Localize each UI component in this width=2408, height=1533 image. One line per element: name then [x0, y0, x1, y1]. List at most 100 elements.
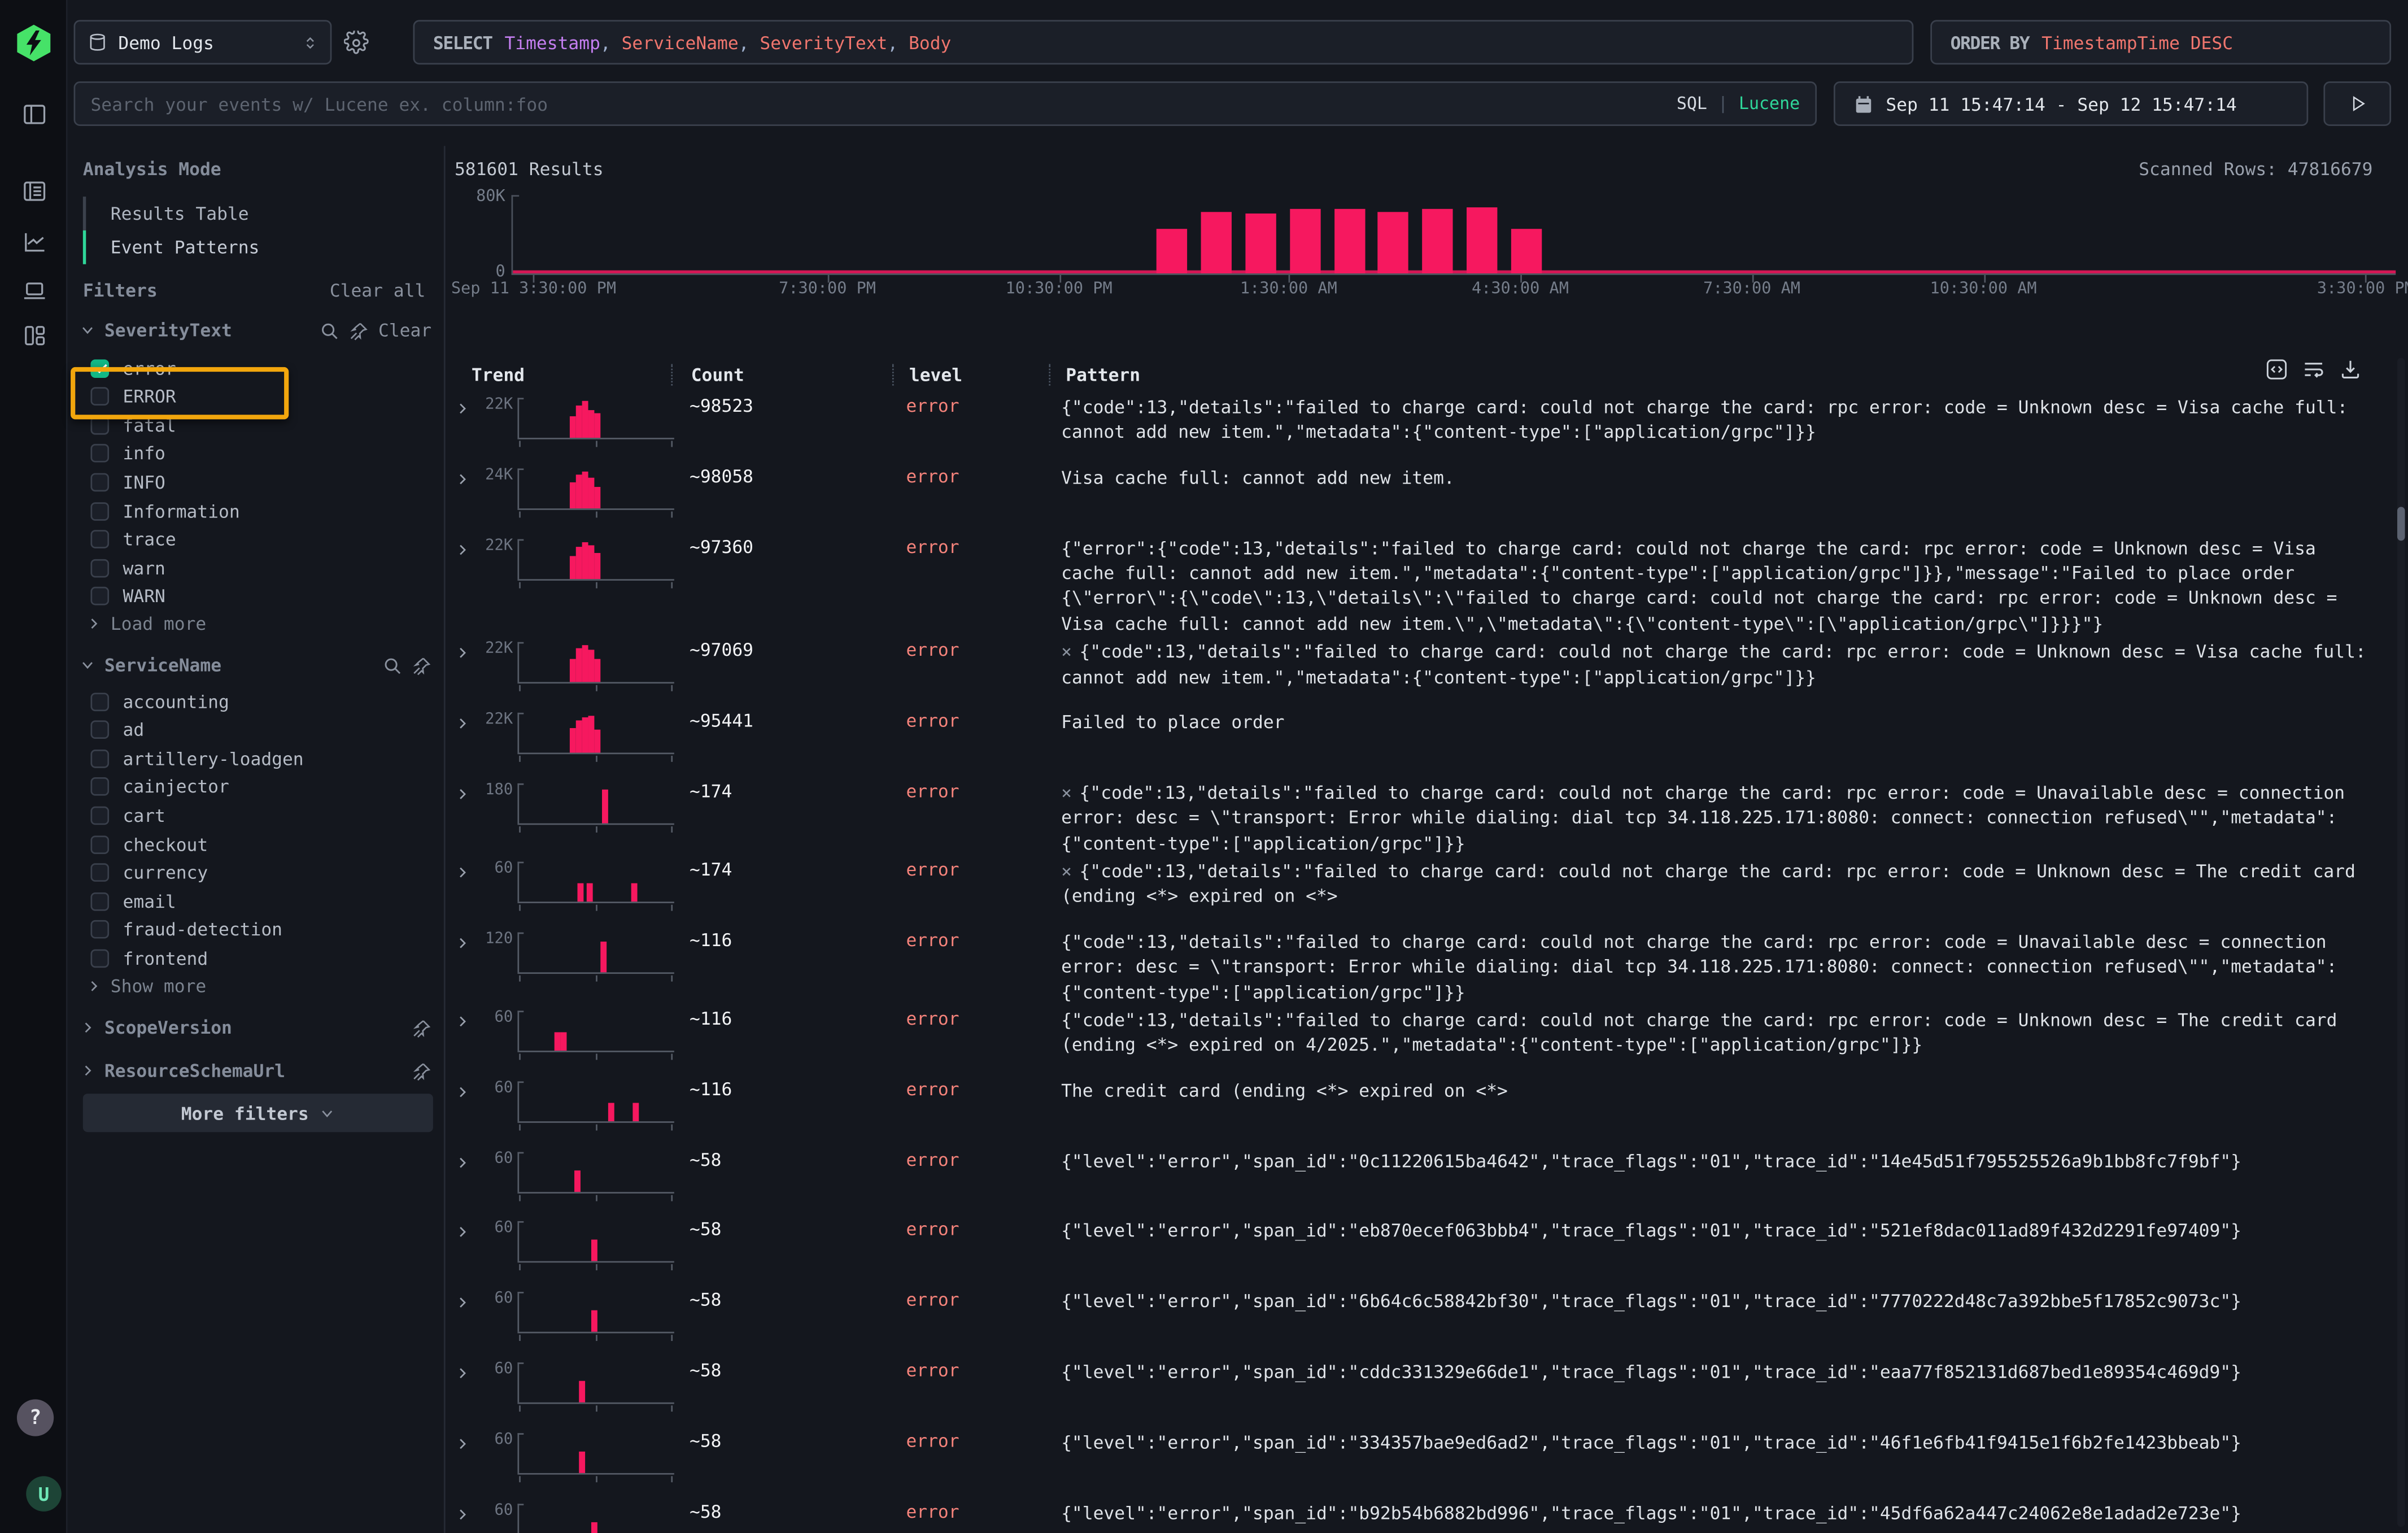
expand-chevron-icon[interactable] — [455, 533, 473, 558]
pattern-row[interactable]: 60 ~58 error {"level":"error","span_id":"b9… — [455, 1497, 2373, 1533]
column-resize-handle[interactable] — [671, 364, 673, 386]
checkbox-unchecked[interactable] — [90, 834, 110, 853]
service-option-fraud-detection[interactable]: fraud-detection — [90, 917, 282, 943]
pin-icon[interactable] — [349, 320, 369, 340]
severity-option-trace[interactable]: trace — [90, 526, 176, 552]
checkbox-unchecked[interactable] — [90, 777, 110, 796]
search-icon[interactable] — [320, 320, 340, 340]
expand-chevron-icon[interactable] — [455, 926, 473, 951]
orderby-clause-editor[interactable]: ORDER BY TimestampTime DESC — [1930, 20, 2392, 65]
pattern-row[interactable]: 24K ~98058 error Visa cache full: cannot ad… — [455, 462, 2373, 533]
pattern-row[interactable]: 22K ~97360 error {"error":{"code":13,"detai… — [455, 533, 2373, 637]
severity-option-Information[interactable]: Information — [90, 498, 240, 524]
expand-chevron-icon[interactable] — [455, 1497, 473, 1522]
checkbox-checked[interactable] — [90, 358, 110, 377]
checkbox-unchecked[interactable] — [90, 444, 110, 463]
pattern-row[interactable]: 22K ~95441 error Failed to place order — [455, 707, 2373, 777]
severity-option-warn[interactable]: warn — [90, 555, 165, 581]
checkbox-unchecked[interactable] — [90, 416, 110, 434]
expand-chevron-icon[interactable] — [455, 391, 473, 416]
mode-results-table[interactable]: Results Table — [82, 197, 390, 230]
checkbox-unchecked[interactable] — [90, 530, 110, 549]
expand-chevron-icon[interactable] — [455, 1005, 473, 1030]
expand-chevron-icon[interactable] — [455, 777, 473, 802]
chevron-right-icon[interactable] — [80, 1063, 95, 1078]
code-icon[interactable] — [2265, 358, 2288, 381]
scrollbar-thumb[interactable] — [2397, 507, 2405, 541]
sidebar-toggle-icon[interactable] — [21, 101, 47, 127]
service-option-frontend[interactable]: frontend — [90, 945, 208, 971]
pattern-row[interactable]: 60 ~116 error {"code":13,"details":"failed … — [455, 1005, 2373, 1075]
select-clause-editor[interactable]: SELECT Timestamp, ServiceName, SeverityT… — [413, 20, 1914, 65]
mode-event-patterns[interactable]: Event Patterns — [82, 230, 390, 264]
severitytext-group-label[interactable]: SeverityText — [104, 319, 232, 341]
chevron-down-icon[interactable] — [80, 657, 95, 673]
service-option-currency[interactable]: currency — [90, 860, 208, 886]
severity-option-info[interactable]: info — [90, 441, 165, 467]
service-option-ad[interactable]: ad — [90, 717, 144, 743]
expand-chevron-icon[interactable] — [455, 1427, 473, 1452]
checkbox-unchecked[interactable] — [90, 692, 110, 711]
service-option-accounting[interactable]: accounting — [90, 688, 229, 714]
date-range-picker[interactable]: Sep 11 15:47:14 - Sep 12 15:47:14 — [1833, 81, 2309, 126]
resourceschemaurl-group-label[interactable]: ResourceSchemaUrl — [104, 1060, 285, 1082]
help-button[interactable]: ? — [16, 1399, 54, 1436]
wrap-text-icon[interactable] — [2302, 358, 2325, 381]
column-resize-handle[interactable] — [1049, 364, 1051, 386]
checkbox-unchecked[interactable] — [90, 920, 110, 939]
service-option-email[interactable]: email — [90, 888, 176, 914]
app-logo-icon[interactable] — [14, 23, 54, 63]
expand-chevron-icon[interactable] — [455, 856, 473, 881]
severity-option-fatal[interactable]: fatal — [90, 412, 176, 438]
severitytext-clear-button[interactable]: Clear — [378, 319, 432, 341]
pattern-row[interactable]: 60 ~174 error × {"code":13,"details":"failed… — [455, 856, 2373, 926]
pattern-row[interactable]: 60 ~58 error {"level":"error","span_id":"33… — [455, 1427, 2373, 1497]
pattern-row[interactable]: 60 ~116 error The credit card (ending <*> e… — [455, 1075, 2373, 1146]
more-filters-button[interactable]: More filters — [82, 1094, 433, 1133]
scrollbar-track[interactable] — [2397, 358, 2405, 1527]
service-option-cainjector[interactable]: cainjector — [90, 774, 229, 800]
search-input[interactable]: Search your events w/ Lucene ex. column:… — [73, 81, 1817, 126]
service-option-cart[interactable]: cart — [90, 803, 165, 829]
dashboards-icon[interactable] — [21, 323, 47, 349]
chevron-right-icon[interactable] — [80, 1020, 95, 1035]
language-lucene-option[interactable]: Lucene — [1739, 93, 1800, 114]
checkbox-unchecked[interactable] — [90, 587, 110, 606]
servicename-show-more[interactable]: Show more — [86, 974, 206, 999]
logs-search-icon[interactable] — [21, 178, 47, 204]
source-settings-gear-icon[interactable] — [344, 31, 369, 55]
severity-option-WARN[interactable]: WARN — [90, 583, 165, 609]
checkbox-unchecked[interactable] — [90, 749, 110, 768]
severity-option-INFO[interactable]: INFO — [90, 469, 165, 495]
run-query-button[interactable] — [2323, 81, 2392, 126]
chart-explorer-icon[interactable] — [21, 229, 47, 255]
expand-chevron-icon[interactable] — [455, 1075, 473, 1100]
search-icon[interactable] — [382, 655, 402, 675]
pattern-row[interactable]: 22K ~98523 error {"code":13,"details":"fail… — [455, 391, 2373, 462]
service-option-artillery-loadgen[interactable]: artillery-loadgen — [90, 745, 304, 771]
chevron-down-icon[interactable] — [80, 323, 95, 338]
expand-chevron-icon[interactable] — [455, 1356, 473, 1381]
checkbox-unchecked[interactable] — [90, 720, 110, 739]
servicename-group-label[interactable]: ServiceName — [104, 654, 222, 676]
checkbox-unchecked[interactable] — [90, 387, 110, 406]
pattern-row[interactable]: 120 ~116 error {"code":13,"details":"failed… — [455, 926, 2373, 1004]
checkbox-unchecked[interactable] — [90, 892, 110, 911]
user-avatar[interactable]: U — [26, 1476, 62, 1512]
expand-chevron-icon[interactable] — [455, 707, 473, 731]
checkbox-unchecked[interactable] — [90, 473, 110, 491]
column-resize-handle[interactable] — [892, 364, 894, 386]
pin-icon[interactable] — [412, 1061, 431, 1081]
pattern-row[interactable]: 180 ~174 error × {"code":13,"details":"faile… — [455, 777, 2373, 856]
severitytext-load-more[interactable]: Load more — [86, 611, 206, 636]
scopeversion-group-label[interactable]: ScopeVersion — [104, 1017, 232, 1039]
severity-option-ERROR[interactable]: ERROR — [90, 384, 176, 410]
expand-chevron-icon[interactable] — [455, 636, 473, 661]
source-select[interactable]: Demo Logs — [73, 20, 332, 65]
pattern-row[interactable]: 60 ~58 error {"level":"error","span_id":"cd… — [455, 1356, 2373, 1427]
checkbox-unchecked[interactable] — [90, 949, 110, 968]
service-option-checkout[interactable]: checkout — [90, 831, 208, 857]
expand-chevron-icon[interactable] — [455, 1216, 473, 1240]
pattern-row[interactable]: 60 ~58 error {"level":"error","span_id":"eb… — [455, 1216, 2373, 1286]
pattern-row[interactable]: 60 ~58 error {"level":"error","span_id":"0c… — [455, 1146, 2373, 1216]
